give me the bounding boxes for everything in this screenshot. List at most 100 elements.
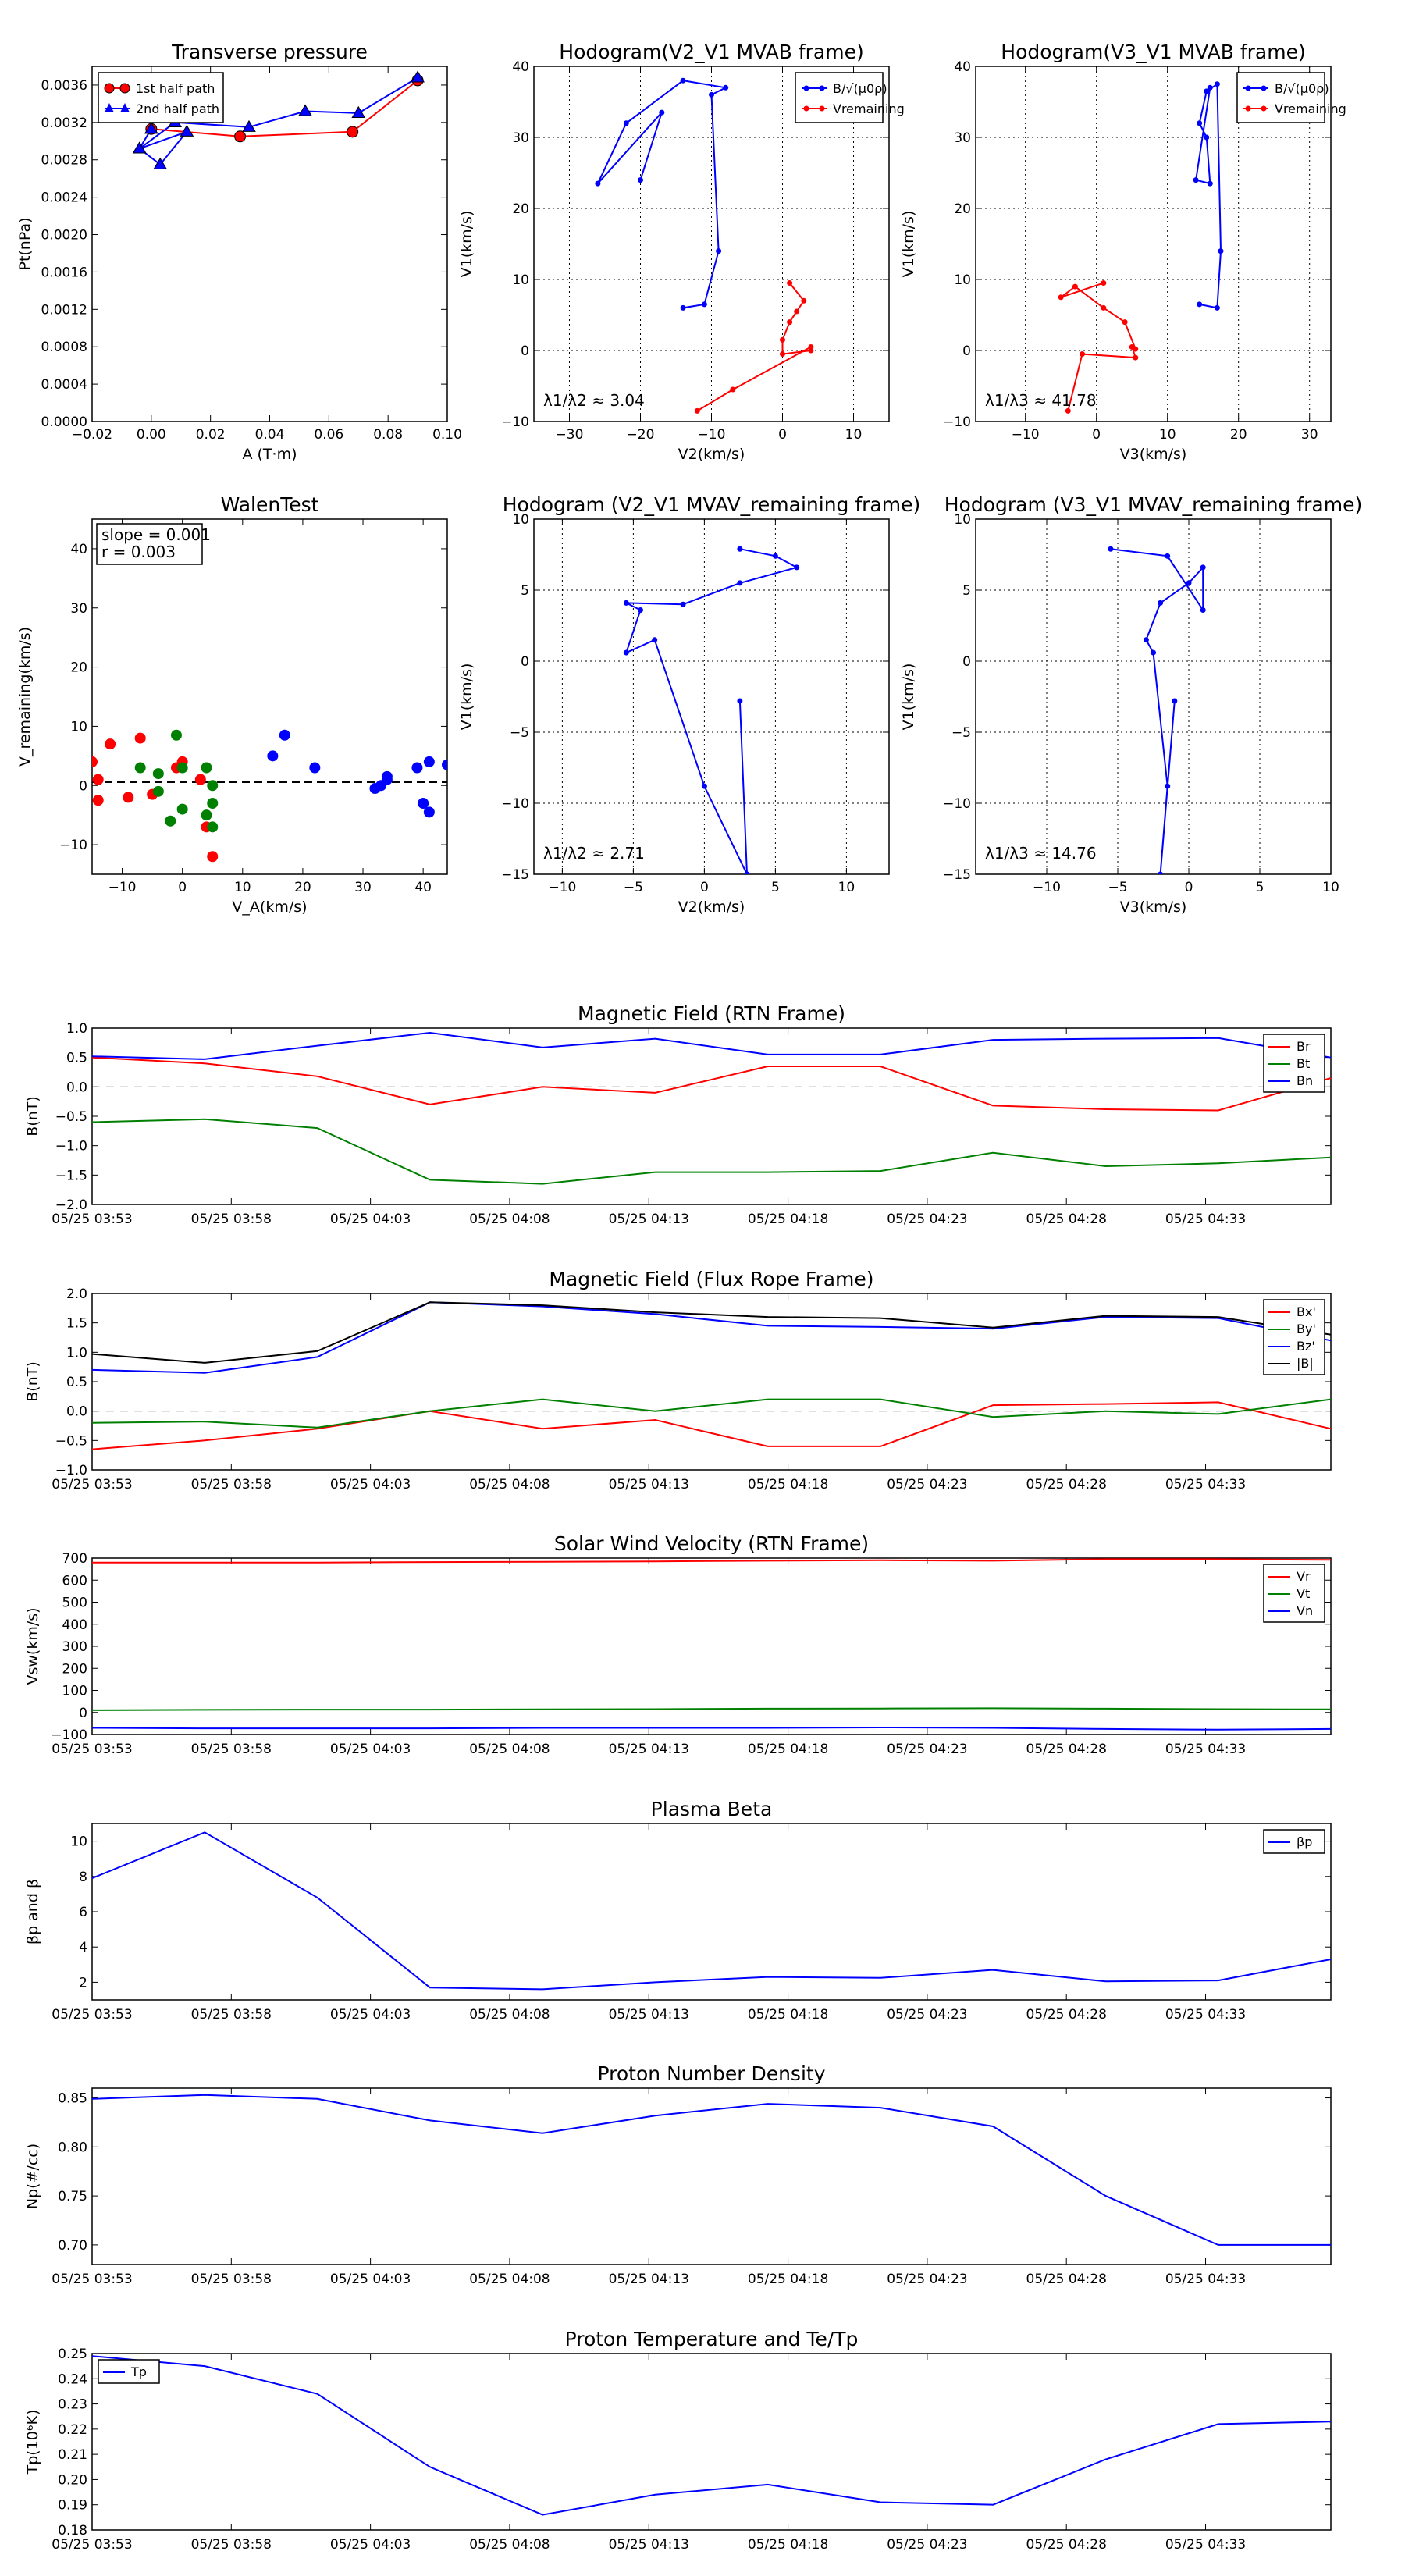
series-group: [595, 77, 814, 414]
data-point: [1218, 248, 1224, 254]
legend-label: 1st half path: [136, 81, 215, 96]
data-point: [207, 780, 219, 792]
data-point: [1133, 346, 1139, 352]
ratio-annotation: λ1/λ3 ≈ 41.78: [985, 391, 1097, 410]
y-axis-label: V1(km/s): [458, 211, 475, 278]
data-point: [730, 386, 736, 393]
y-axis-label: B(nT): [24, 1096, 41, 1137]
plot-title: Hodogram(V2_V1 MVAB frame): [559, 41, 863, 63]
y-tick-label: 10: [70, 1834, 87, 1850]
x-tick-label: 05/25 04:13: [609, 1212, 689, 1227]
chart-walen: WalenTest −10 0 10 20 30 40 −10 0 10 20 30 40 V_A(km/…: [16, 493, 448, 916]
data-point: [1072, 283, 1078, 290]
legend-marker: [1245, 105, 1251, 112]
x-tick-label: 40: [414, 880, 432, 895]
plot-title: Proton Number Density: [598, 2062, 826, 2085]
x-tick-label: 05/25 04:18: [748, 1212, 828, 1227]
x-tick-label: 0.04: [255, 427, 285, 443]
x-tick-label: 5: [771, 880, 780, 895]
data-point: [201, 809, 212, 821]
data-point: [1151, 649, 1156, 656]
data-point: [123, 792, 134, 803]
x-tick-label: 05/25 04:13: [609, 1477, 689, 1493]
data-point: [780, 336, 785, 343]
series-line-0: [92, 1558, 1332, 1564]
y-tick-label: 1.0: [66, 1345, 87, 1361]
y-axis-label: Tp(10⁶K): [24, 2410, 41, 2475]
data-point: [309, 762, 321, 774]
y-tick-label: 10: [70, 719, 87, 735]
y-tick-label: 300: [62, 1639, 87, 1655]
data-point: [170, 729, 182, 741]
y-tick-label: 0.75: [58, 2189, 87, 2204]
y-tick-label: 400: [62, 1617, 87, 1633]
series-line-0: [91, 2094, 1331, 2246]
x-tick-label: 05/25 04:13: [609, 2537, 689, 2553]
plot-frame: [91, 518, 448, 875]
data-point: [411, 70, 425, 83]
data-point: [134, 732, 146, 744]
legend-marker: [803, 105, 809, 112]
y-tick-label: −100: [51, 1727, 87, 1743]
legend-label: Vr: [1297, 1569, 1311, 1584]
x-tick-label: 10: [838, 880, 855, 895]
data-point: [1204, 134, 1210, 141]
chart-mag_fr: Magnetic Field (Flux Rope Frame) 05/25 03…: [24, 1268, 1332, 1493]
x-tick-label: 05/25 04:23: [887, 2007, 967, 2023]
legend-label: 2nd half path: [136, 101, 219, 116]
stats-line: slope = 0.001: [101, 525, 211, 544]
x-tick-label: 10: [1322, 880, 1339, 895]
data-point: [381, 770, 393, 782]
x-tick-label: 5: [1256, 880, 1264, 895]
x-tick-label: −20: [627, 427, 655, 443]
data-point: [279, 729, 290, 741]
x-tick-label: 05/25 04:18: [748, 2007, 828, 2023]
legend-marker: [1261, 85, 1267, 91]
chart-hodo1: Hodogram(V2_V1 MVAB frame) −30 −20 −10 0 10 −1…: [458, 41, 905, 463]
data-point: [134, 762, 146, 774]
y-tick-label: 0.0016: [41, 265, 87, 280]
x-tick-label: 05/25 04:33: [1165, 2537, 1246, 2553]
x-tick-label: 05/25 03:58: [191, 2272, 272, 2287]
series-line-1: [1060, 282, 1137, 411]
data-point: [701, 783, 707, 789]
legend-label: Bx': [1297, 1304, 1316, 1319]
y-tick-label: 0.24: [58, 2371, 87, 2387]
y-tick-label: 0.21: [58, 2447, 87, 2463]
y-axis-label: B(nT): [24, 1361, 41, 1402]
series-group: [92, 729, 447, 863]
data-point: [680, 304, 686, 311]
x-tick-label: 0.02: [196, 427, 226, 443]
data-point: [652, 637, 658, 643]
x-tick-label: 05/25 04:08: [469, 2537, 550, 2553]
y-tick-label: −1.5: [55, 1168, 87, 1183]
y-tick-label: 0: [962, 343, 971, 359]
y-tick-label: 0.0008: [41, 340, 87, 355]
x-tick-label: 0.00: [137, 427, 166, 443]
y-axis-label: βp and β: [24, 1879, 41, 1944]
data-point: [638, 607, 643, 613]
x-tick-label: 0: [1092, 427, 1101, 443]
plot-frame: [91, 2087, 1332, 2265]
x-tick-label: 05/25 04:23: [887, 1742, 967, 1757]
x-tick-label: 05/25 04:23: [887, 1212, 967, 1227]
plot-frame: [91, 1557, 1332, 1735]
plot-title: Solar Wind Velocity (RTN Frame): [554, 1532, 869, 1555]
y-tick-label: 0.20: [58, 2472, 87, 2488]
y-tick-label: 500: [62, 1596, 87, 1611]
y-tick-label: −0.5: [55, 1433, 87, 1449]
y-tick-label: 10: [512, 272, 529, 288]
legend-label: Br: [1297, 1039, 1311, 1054]
plot-title: Hodogram (V2_V1 MVAV_remaining frame): [503, 493, 921, 516]
data-point: [737, 698, 743, 704]
plot-frame: [91, 1823, 1332, 2001]
chart-hodo2: Hodogram(V3_V1 MVAB frame) −10 0 10 20 30 −10 0…: [900, 41, 1346, 463]
y-tick-label: 0.19: [58, 2498, 87, 2514]
y-tick-label: 4: [79, 1940, 87, 1955]
legend-marker: [105, 103, 114, 112]
data-point: [801, 297, 807, 304]
plot-title: Transverse pressure: [171, 41, 368, 63]
plot-frame: [975, 518, 1332, 875]
data-point: [623, 649, 629, 656]
